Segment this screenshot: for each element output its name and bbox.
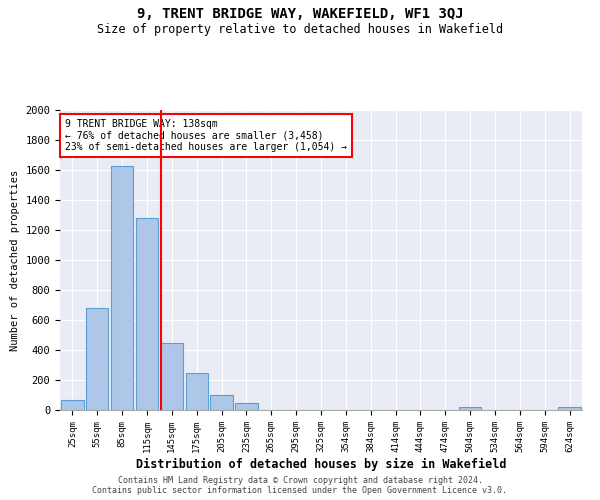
Bar <box>211 395 233 410</box>
Bar <box>111 166 133 410</box>
Bar <box>136 218 158 410</box>
Text: Contains HM Land Registry data © Crown copyright and database right 2024.
Contai: Contains HM Land Registry data © Crown c… <box>92 476 508 495</box>
Text: 9, TRENT BRIDGE WAY, WAKEFIELD, WF1 3QJ: 9, TRENT BRIDGE WAY, WAKEFIELD, WF1 3QJ <box>137 8 463 22</box>
Bar <box>61 400 83 410</box>
Text: Distribution of detached houses by size in Wakefield: Distribution of detached houses by size … <box>136 458 506 470</box>
Bar <box>161 342 183 410</box>
Text: Size of property relative to detached houses in Wakefield: Size of property relative to detached ho… <box>97 22 503 36</box>
Bar <box>86 308 109 410</box>
Bar <box>559 407 581 410</box>
Bar <box>459 407 481 410</box>
Y-axis label: Number of detached properties: Number of detached properties <box>10 170 20 350</box>
Bar <box>235 402 257 410</box>
Text: 9 TRENT BRIDGE WAY: 138sqm
← 76% of detached houses are smaller (3,458)
23% of s: 9 TRENT BRIDGE WAY: 138sqm ← 76% of deta… <box>65 119 347 152</box>
Bar <box>185 372 208 410</box>
